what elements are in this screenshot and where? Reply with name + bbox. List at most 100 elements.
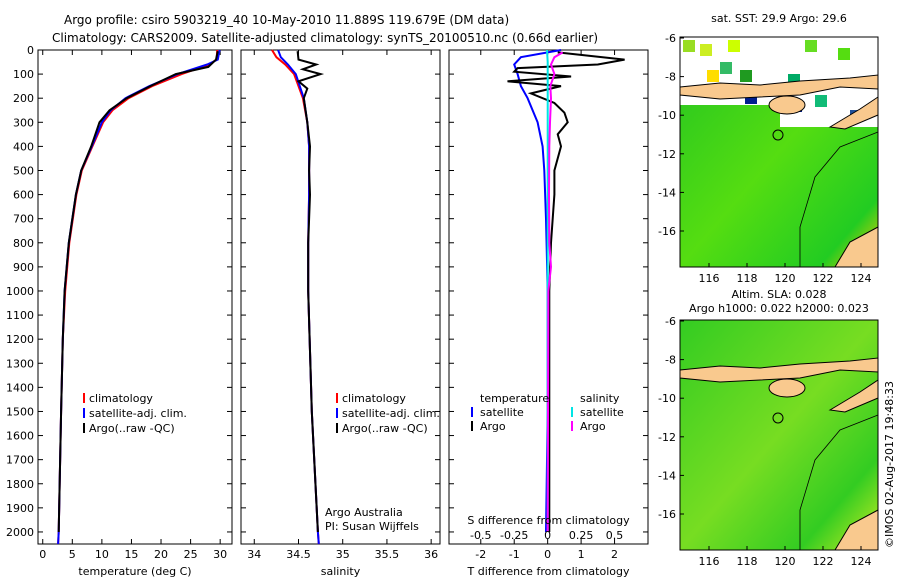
x-tick-label: 30 — [213, 548, 227, 561]
x-tick-label: 0 — [544, 548, 551, 561]
imos-credit: ©IMOS 02-Aug-2017 19:48:33 — [883, 381, 896, 548]
map-x-tick-label: 120 — [775, 555, 796, 568]
bathymetry-contour — [799, 131, 879, 267]
map-x-tick-label: 122 — [813, 555, 834, 568]
map-x-tick-label: 120 — [775, 272, 796, 285]
map-y-tick-label: -14 — [658, 186, 676, 199]
sst-cell — [815, 95, 827, 107]
map-y-tick-label: -6 — [665, 315, 676, 328]
map-y-tick-label: -16 — [658, 508, 676, 521]
y-tick-label: 1100 — [6, 309, 34, 322]
s-tick-label: -0.25 — [500, 529, 528, 542]
series-line-climatology — [57, 49, 219, 545]
y-tick-label: 800 — [13, 237, 34, 250]
map-y-tick-label: -16 — [658, 225, 676, 238]
map-x-tick-label: 116 — [699, 555, 720, 568]
map-y-tick-label: -8 — [665, 354, 676, 367]
x-tick-label: 36 — [424, 548, 438, 561]
annotation-text: Argo Australia — [325, 506, 403, 519]
legend-label: climatology — [342, 392, 406, 405]
map-x-tick-label: 118 — [737, 555, 758, 568]
series-line-climatology — [271, 49, 320, 545]
legend-label: Argo(..raw -QC) — [342, 422, 428, 435]
series-line-temperature-argo — [507, 51, 625, 532]
series-line-satellite-adj-clim- — [277, 49, 320, 545]
x-tick-label: 35 — [336, 548, 350, 561]
profile-panel-2: 34 34.5 35 35.5 36 salinity climatology satelli… — [240, 49, 441, 578]
legend-label: climatology — [89, 392, 153, 405]
y-tick-label: 500 — [13, 164, 34, 177]
map-title: Argo h1000: 0.022 h2000: 0.023 — [689, 302, 869, 315]
x-axis-label: T difference from climatology — [467, 565, 630, 578]
y-tick-label: 300 — [13, 116, 34, 129]
profile-panel-1: 0100200300400500600700800900100011001200… — [6, 44, 233, 578]
x-tick-label: 34 — [247, 548, 261, 561]
plot-frame — [240, 49, 441, 545]
sst-cell — [838, 48, 850, 60]
map-x-tick-label: 124 — [851, 555, 872, 568]
map-y-tick-label: -6 — [665, 32, 676, 45]
legend-label: Argo(..raw -QC) — [89, 422, 175, 435]
y-tick-label: 1600 — [6, 430, 34, 443]
x-tick-label: 2 — [611, 548, 618, 561]
argo-position-marker — [772, 129, 784, 141]
map-frame — [679, 36, 879, 268]
map-x-tick-label: 122 — [813, 272, 834, 285]
legend-heading: salinity — [580, 392, 620, 405]
y-tick-label: 900 — [13, 261, 34, 274]
legend-label: Argo — [480, 420, 506, 433]
y-tick-label: 400 — [13, 140, 34, 153]
x-tick-label: 5 — [69, 548, 76, 561]
x-tick-label: 25 — [184, 548, 198, 561]
land-sumba — [768, 95, 806, 115]
legend-label: satellite-adj. clim. — [89, 407, 187, 420]
map-frame — [679, 319, 879, 551]
map-title: sat. SST: 29.9 Argo: 29.6 — [711, 12, 847, 25]
x-tick-label: -1 — [509, 548, 520, 561]
x-tick-label: 35.5 — [375, 548, 400, 561]
x-tick-label: 20 — [154, 548, 168, 561]
s-axis-label: S difference from climatology — [467, 514, 630, 527]
legend-label: satellite — [480, 406, 524, 419]
legend-label: satellite — [580, 406, 624, 419]
s-tick-label: 0.5 — [606, 529, 624, 542]
y-tick-label: 1700 — [6, 454, 34, 467]
map-x-tick-label: 124 — [851, 272, 872, 285]
map-y-tick-label: -12 — [658, 431, 676, 444]
x-tick-label: 0 — [39, 548, 46, 561]
x-axis-label: temperature (deg C) — [78, 565, 191, 578]
x-tick-label: 15 — [124, 548, 138, 561]
y-tick-label: 1200 — [6, 333, 34, 346]
map-y-tick-label: -8 — [665, 71, 676, 84]
y-tick-label: 2000 — [6, 526, 34, 539]
plot-frame — [37, 49, 233, 545]
series-line-temperature-satellite — [513, 49, 562, 533]
y-tick-label: 1500 — [6, 405, 34, 418]
map-panel-1: sat. SST: 29.9 Argo: 29.6 116 118 120 122 124… — [658, 12, 879, 285]
title-line-2: Climatology: CARS2009. Satellite-adjuste… — [52, 31, 598, 45]
y-tick-label: 200 — [13, 92, 34, 105]
bathymetry-contour — [799, 414, 879, 550]
s-tick-label: -0.5 — [470, 529, 491, 542]
sst-cell — [728, 40, 740, 52]
map-x-tick-label: 116 — [699, 272, 720, 285]
map-y-tick-label: -10 — [658, 109, 676, 122]
series-line-argo-raw-qc- — [57, 50, 219, 533]
sst-cell — [740, 70, 752, 82]
title-line-1: Argo profile: csiro 5903219_40 10-May-20… — [64, 13, 509, 27]
map-y-tick-label: -12 — [658, 148, 676, 161]
map-y-tick-label: -14 — [658, 469, 676, 482]
sst-cell — [720, 62, 732, 74]
series-line-salinity-argo — [546, 51, 564, 533]
y-tick-label: 1000 — [6, 285, 34, 298]
y-tick-label: 600 — [13, 189, 34, 202]
x-tick-label: -2 — [475, 548, 486, 561]
y-tick-label: 700 — [13, 213, 34, 226]
map-title: Altim. SLA: 0.028 — [731, 288, 826, 301]
s-tick-label: 0.25 — [569, 529, 594, 542]
map-y-tick-label: -10 — [658, 392, 676, 405]
legend-label: Argo — [580, 420, 606, 433]
argo-position-marker — [772, 412, 784, 424]
map-x-tick-label: 118 — [737, 272, 758, 285]
